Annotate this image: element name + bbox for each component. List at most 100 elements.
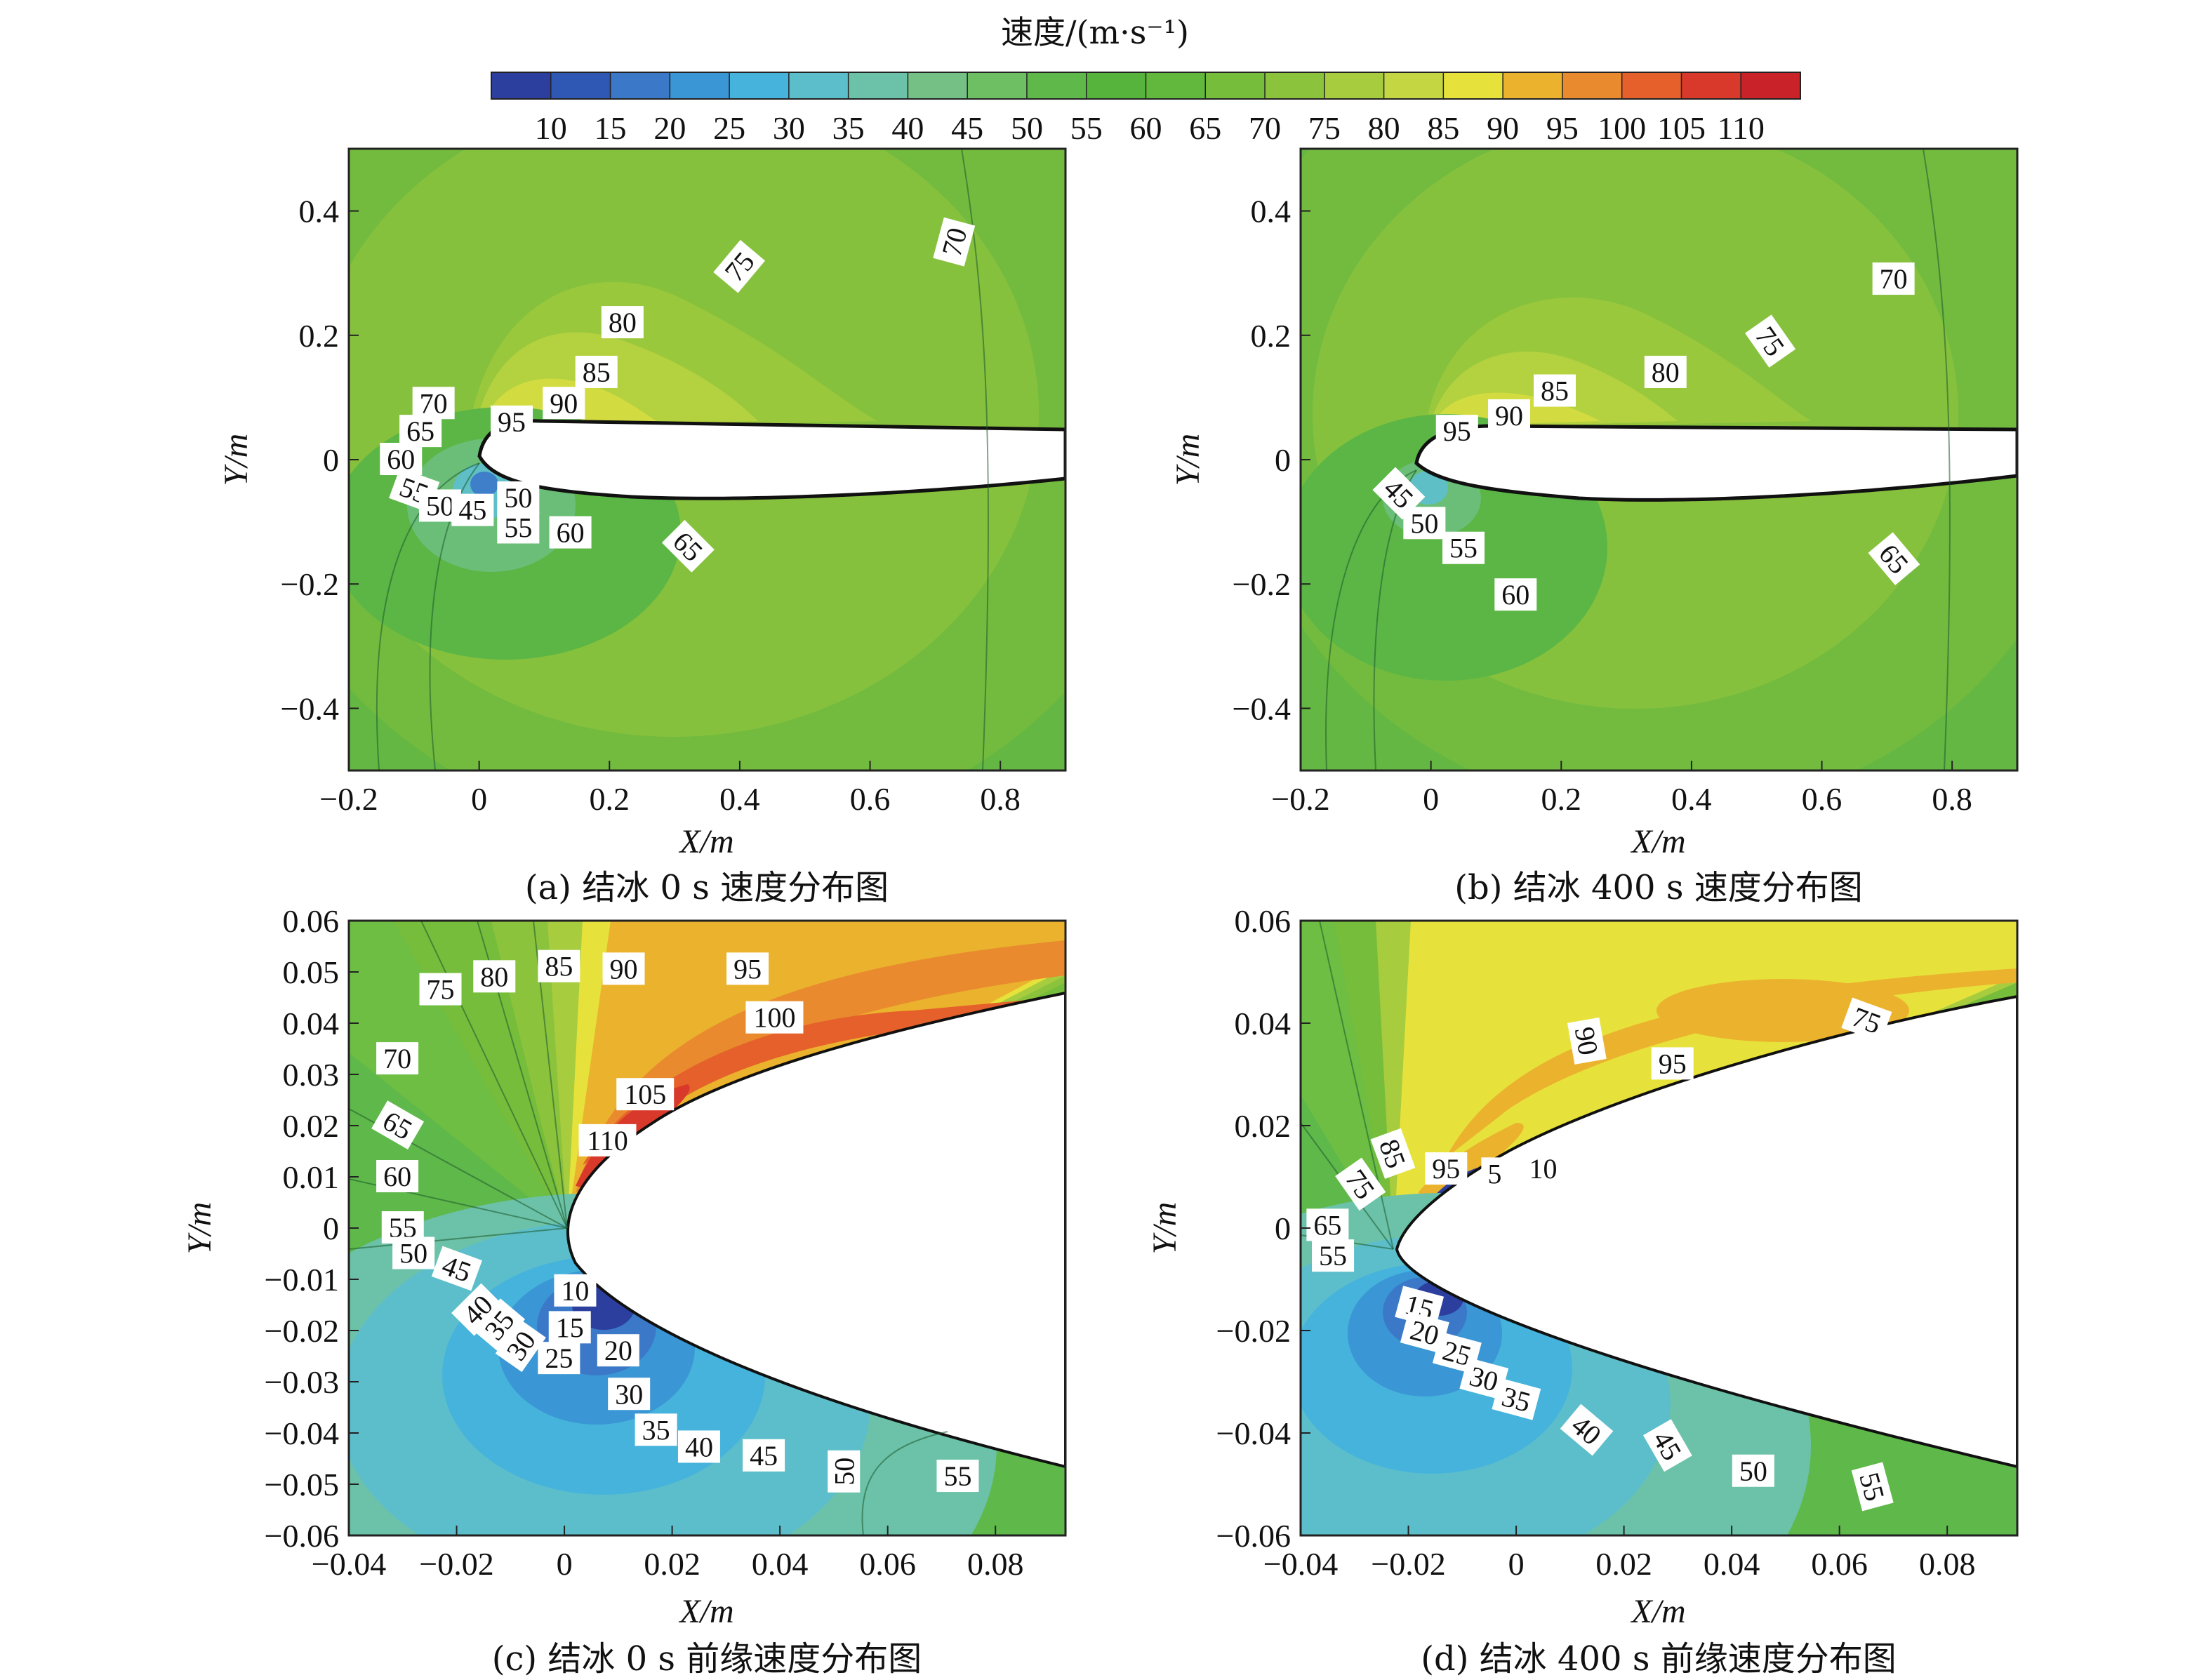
contour-label-box <box>548 1311 591 1344</box>
y-tick-label: −0.06 <box>1216 1518 1291 1554</box>
x-tick-label: 0.4 <box>1671 781 1712 817</box>
contour-label-text: 110 <box>587 1125 628 1156</box>
colorbar-cell <box>1146 72 1206 99</box>
contour-label-text: 90 <box>1569 1025 1605 1058</box>
x-tick-label: 0.6 <box>850 781 891 817</box>
contour-label-text: 5 <box>1487 1158 1501 1189</box>
contour-label-text: 85 <box>583 356 611 388</box>
contour-label-text: 30 <box>615 1378 643 1410</box>
x-tick-label: 0.04 <box>752 1546 809 1582</box>
contour-label: 85 <box>575 355 618 388</box>
colorbar-cell <box>491 72 552 99</box>
contour-label: 30 <box>1459 1357 1509 1400</box>
contour-label-text: 70 <box>420 387 448 419</box>
y-tick-label: −0.02 <box>265 1313 339 1349</box>
colorbar-tick-label: 65 <box>1189 110 1221 146</box>
colorbar-tick-label: 75 <box>1308 110 1341 146</box>
contour-label: 60 <box>549 516 592 549</box>
contour-label-box <box>1651 1047 1694 1080</box>
y-tick-label: 0 <box>323 442 339 478</box>
contour-label-text: 80 <box>480 961 508 992</box>
contour-label: 70 <box>376 1042 419 1075</box>
x-tick-label: 0.8 <box>980 781 1021 817</box>
y-tick-label: −0.04 <box>1216 1415 1291 1451</box>
x-tick-label: −0.2 <box>319 781 378 817</box>
contour-label: 85 <box>1533 374 1576 407</box>
contour-label-text: 100 <box>753 1002 795 1034</box>
panel-b-ylabel: Y/m <box>1169 434 1207 486</box>
contour-label: 70 <box>933 217 976 267</box>
contour-label-box <box>495 1319 546 1373</box>
contour-label-box <box>431 1246 482 1291</box>
contour-label-text: 90 <box>610 953 638 985</box>
contour-label: 70 <box>1872 262 1915 295</box>
panel-d-ylabel: Y/m <box>1146 1202 1183 1255</box>
contour-label-text: 95 <box>1659 1048 1687 1079</box>
x-tick-label: 0.02 <box>644 1546 701 1582</box>
y-tick-label: 0.06 <box>1235 903 1292 939</box>
contour-label: 50 <box>392 1236 435 1269</box>
contour-label-box <box>575 355 618 388</box>
colorbar-tick-label: 35 <box>832 110 865 146</box>
contour-label-box <box>726 952 769 985</box>
contour-label-text: 50 <box>828 1458 860 1486</box>
contour-label: 5 <box>1481 1157 1508 1190</box>
contour-label-box <box>1851 1462 1894 1512</box>
y-tick-label: −0.2 <box>281 566 339 602</box>
y-tick-label: 0.01 <box>283 1159 340 1195</box>
contour-label-box <box>491 405 533 438</box>
contour-label-box <box>713 239 766 293</box>
contour-label-text: 95 <box>498 406 526 438</box>
contour-label-box <box>1403 507 1446 540</box>
colorbar-tick-label: 55 <box>1070 110 1103 146</box>
x-tick-label: 0.4 <box>719 781 760 817</box>
contour-label: 55 <box>497 511 540 544</box>
contour-label-box <box>1644 355 1687 388</box>
contour-label-box <box>936 1460 979 1493</box>
contour-label: 35 <box>635 1413 677 1446</box>
contour-label-box <box>371 1100 425 1150</box>
panel-c-caption: (c) 结冰 0 s 前缘速度分布图 <box>492 1639 922 1679</box>
y-tick-label: 0.05 <box>283 954 340 990</box>
colorbar-tick-label: 10 <box>535 110 567 146</box>
contour-label-box <box>1481 1157 1508 1190</box>
colorbar-cell <box>1026 72 1087 99</box>
contour-label: 95 <box>726 952 769 985</box>
y-tick-label: −0.2 <box>1233 566 1291 602</box>
colorbar-cell <box>788 72 849 99</box>
contour-label-box <box>376 1160 419 1192</box>
x-tick-label: −0.04 <box>1263 1546 1338 1582</box>
contour-label-box <box>616 1078 675 1111</box>
contour-label: 50 <box>497 481 540 514</box>
contour-label-text: 70 <box>383 1043 411 1074</box>
contour-label-text: 80 <box>1652 356 1680 388</box>
x-tick-label: −0.04 <box>312 1546 386 1582</box>
contour-label-box <box>538 949 580 982</box>
colorbar-tick-label: 80 <box>1368 110 1400 146</box>
x-tick-label: 0.8 <box>1932 781 1972 817</box>
contour-label-text: 55 <box>1319 1240 1347 1272</box>
contour-label: 80 <box>473 960 516 993</box>
contour-label-text: 80 <box>609 307 637 338</box>
contour-label: 25 <box>538 1342 580 1375</box>
contour-label: 55 <box>1851 1462 1894 1512</box>
contour-label-text: 40 <box>685 1431 713 1462</box>
contour-label: 90 <box>1488 399 1531 432</box>
contour-label-text: 50 <box>1739 1455 1767 1487</box>
colorbar-tick-label: 90 <box>1487 110 1519 146</box>
contour-label-box <box>1442 531 1485 564</box>
contour-label-box <box>677 1430 720 1463</box>
contour-label-text: 85 <box>1541 375 1569 407</box>
contour-label-box <box>419 973 462 1006</box>
contour-label-text: 75 <box>427 974 455 1006</box>
contour-label: 110 <box>578 1124 637 1156</box>
panel-c-axes: −0.04 −0.02 0 0.02 0.04 0.06 0.08 0.06 0.05 0.04 0… <box>265 903 1024 1582</box>
contour-label: 15 <box>548 1311 591 1344</box>
y-tick-label: −0.01 <box>265 1262 339 1298</box>
x-tick-label: 0.06 <box>1811 1546 1868 1582</box>
contour-label-text: 60 <box>383 1161 411 1192</box>
colorbar-tick-label: 70 <box>1249 110 1281 146</box>
